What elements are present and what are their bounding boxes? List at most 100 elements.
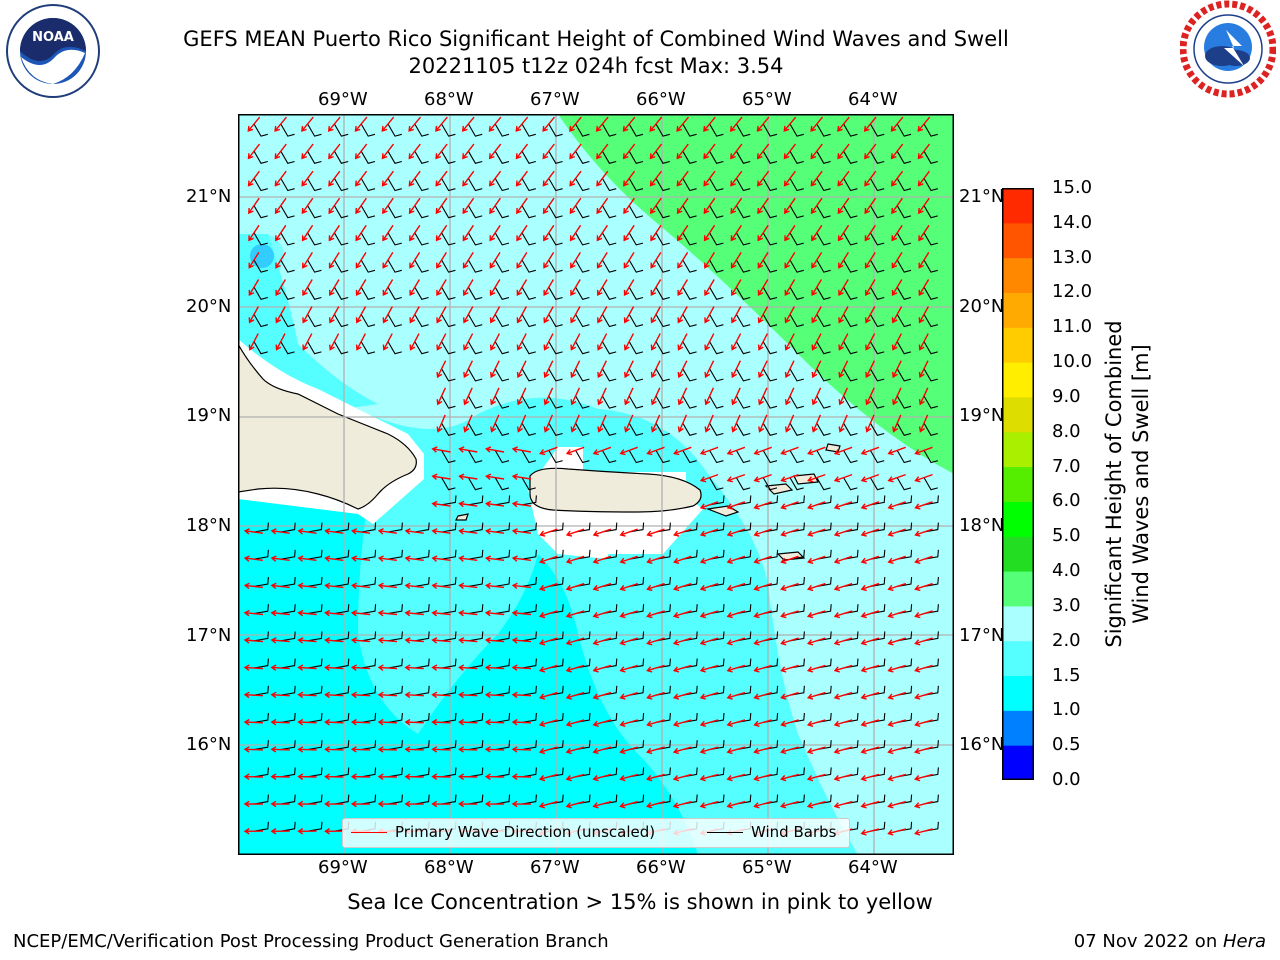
nws-logo xyxy=(1180,0,1276,98)
wave-direction-arrow xyxy=(404,691,424,699)
wave-direction-arrow xyxy=(354,116,368,132)
wave-direction-arrow xyxy=(806,773,826,782)
wind-barb xyxy=(307,232,322,246)
wind-barb xyxy=(682,450,697,464)
wind-barb xyxy=(709,495,725,506)
wave-direction-arrow xyxy=(730,252,742,269)
wind-barb xyxy=(763,495,779,506)
wave-direction-arrow xyxy=(511,582,531,590)
wind-barb xyxy=(628,123,644,137)
colorbar-band xyxy=(1002,466,1034,502)
wind-barb xyxy=(896,232,912,246)
wave-direction-arrow xyxy=(703,143,716,160)
wind-barb xyxy=(253,631,269,642)
wind-barb xyxy=(280,314,295,328)
wind-barb xyxy=(816,422,831,436)
wave-direction-arrow xyxy=(892,414,902,433)
wind-barb xyxy=(333,341,349,355)
wave-direction-arrow xyxy=(623,224,635,242)
wave-direction-arrow xyxy=(404,718,424,726)
wave-direction-arrow xyxy=(542,170,555,187)
wave-direction-arrow xyxy=(511,664,532,671)
wind-barb xyxy=(548,522,564,533)
colorbar-band xyxy=(1002,362,1034,398)
wave-direction-arrow xyxy=(485,582,505,590)
wind-barb xyxy=(441,422,456,436)
wave-direction-arrow xyxy=(592,664,612,673)
wind-barb xyxy=(709,232,724,246)
wave-direction-arrow xyxy=(597,360,608,379)
wave-direction-arrow xyxy=(918,197,930,215)
wind-barb xyxy=(575,178,590,192)
wave-direction-arrow xyxy=(810,116,824,132)
wave-direction-arrow xyxy=(865,360,876,379)
wind-barb xyxy=(843,522,859,533)
wave-direction-arrow xyxy=(622,143,636,160)
wave-direction-arrow xyxy=(783,116,797,132)
wave-direction-arrow xyxy=(806,800,826,809)
wind-barb xyxy=(467,286,483,300)
wind-barb xyxy=(655,450,670,464)
wind-barb xyxy=(334,631,350,642)
wind-barb xyxy=(387,259,402,273)
colorbar-band xyxy=(1002,710,1034,746)
wind-barb xyxy=(816,450,831,464)
wind-barb xyxy=(253,522,269,533)
wave-direction-arrow xyxy=(596,170,609,187)
wave-direction-arrow xyxy=(565,719,585,727)
wave-direction-arrow xyxy=(484,773,505,780)
wave-direction-arrow xyxy=(270,664,290,671)
wave-direction-arrow xyxy=(650,197,662,215)
wave-direction-arrow xyxy=(511,555,531,562)
wind-barb xyxy=(896,368,912,382)
wave-direction-arrow xyxy=(565,691,585,700)
wave-direction-arrow xyxy=(699,664,719,673)
wind-barb xyxy=(735,232,751,246)
wave-direction-arrow xyxy=(243,691,264,699)
wind-barb xyxy=(628,422,644,436)
wave-direction-arrow xyxy=(783,143,797,160)
wave-direction-arrow xyxy=(699,746,719,755)
wave-direction-arrow xyxy=(887,719,906,727)
wind-barb xyxy=(602,522,618,533)
wave-direction-arrow xyxy=(918,333,929,351)
wind-barb xyxy=(360,286,376,300)
wind-barb xyxy=(548,341,563,355)
wind-barb xyxy=(923,123,938,137)
wave-direction-arrow xyxy=(837,170,850,187)
wave-direction-arrow xyxy=(350,609,371,617)
wind-barb xyxy=(361,740,377,751)
wave-direction-arrow xyxy=(890,116,904,132)
wave-direction-arrow xyxy=(833,501,853,510)
wave-direction-arrow xyxy=(891,252,903,269)
wind-barb xyxy=(334,712,350,723)
lat-label-left: 17°N xyxy=(186,625,232,646)
wave-direction-arrow xyxy=(543,414,554,433)
colorbar-tick-label: 14.0 xyxy=(1052,211,1093,233)
wave-direction-arrow xyxy=(807,446,826,456)
wave-direction-arrow xyxy=(404,746,424,753)
wind-barb xyxy=(414,178,429,192)
wind-barb xyxy=(655,178,670,192)
wind-barb xyxy=(575,205,590,219)
wave-direction-arrow xyxy=(324,828,344,835)
wave-direction-arrow xyxy=(757,279,769,297)
wind-barb xyxy=(307,341,322,355)
wave-direction-arrow xyxy=(887,746,907,755)
wave-direction-arrow xyxy=(516,224,528,242)
wave-direction-arrow xyxy=(726,473,746,483)
wave-direction-arrow xyxy=(917,170,930,187)
wind-barb xyxy=(414,341,429,355)
wave-direction-arrow xyxy=(650,414,661,433)
wave-direction-arrow xyxy=(646,528,665,537)
wind-barb xyxy=(575,286,590,300)
wave-direction-arrow xyxy=(676,197,689,215)
wave-direction-arrow xyxy=(431,691,451,699)
wind-barb xyxy=(521,712,537,723)
wave-direction-arrow xyxy=(833,637,853,646)
wind-barb xyxy=(762,368,778,382)
wave-direction-arrow xyxy=(377,800,398,808)
wave-direction-arrow xyxy=(838,414,848,433)
wave-direction-arrow xyxy=(570,414,580,433)
wave-direction-arrow xyxy=(811,360,822,379)
